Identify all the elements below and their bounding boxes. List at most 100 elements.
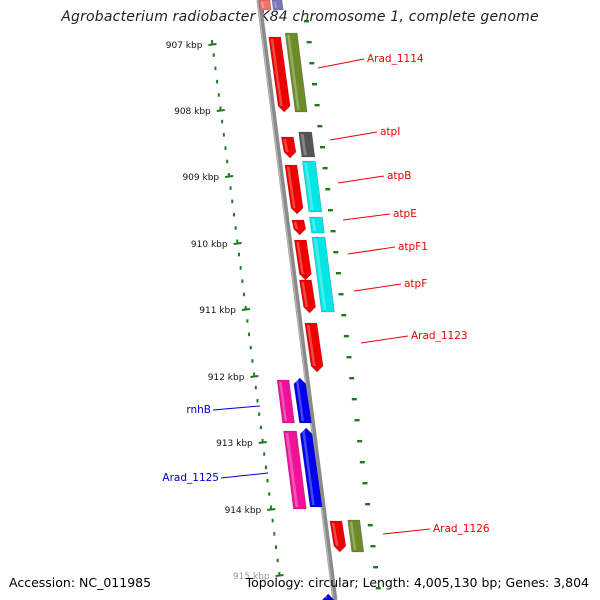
guide-dot — [274, 545, 277, 549]
atpe-gene-highlight — [311, 219, 317, 231]
atpi-gene-highlight — [300, 134, 307, 155]
atpe-cds-shape — [291, 219, 307, 236]
guide-dot — [214, 66, 217, 71]
guide-dot — [212, 53, 215, 57]
arad-1126-cds-highlight — [331, 523, 339, 546]
gene-label-arad-1125: Arad_1125 — [162, 472, 219, 484]
guide-dot — [249, 345, 252, 350]
bottom-blue-partial-shape — [321, 593, 335, 600]
guide-dash — [373, 566, 379, 569]
bottom-blue-partial — [321, 593, 335, 600]
tick-layer: 907 kbp 908 kbp 909 kbp 910 kbp 911 kbp 912 k… — [166, 20, 381, 590]
guide-dash — [325, 188, 331, 191]
map-title: Agrobacterium radiobacter K84 chromosome… — [61, 9, 539, 25]
guide-dot — [222, 133, 225, 137]
atpf1-cds-highlight — [296, 242, 304, 274]
guide-dash — [351, 398, 357, 401]
leader-arad-1123 — [360, 335, 409, 344]
top-blue-partial — [271, 0, 284, 11]
leader-arad-1114 — [317, 58, 365, 69]
atpe-gene — [309, 216, 325, 234]
arad-1126-gene-shape — [347, 519, 365, 553]
guide-dash — [322, 167, 328, 170]
guide-dot — [251, 359, 254, 363]
tick-mark — [208, 43, 217, 46]
guide-dash — [367, 524, 373, 527]
guide-dot — [254, 385, 257, 390]
guide-dot — [253, 372, 256, 376]
atpi-cds — [280, 136, 297, 159]
tick-label: 910 kbp — [191, 240, 228, 250]
guide-dash — [357, 440, 363, 443]
atpi-gene — [298, 131, 316, 158]
arad-1126-cds — [329, 520, 347, 553]
backbone-line — [256, 0, 338, 600]
atpb-gene-highlight — [304, 163, 314, 210]
atpf1-cds-shape — [294, 239, 312, 281]
tick-mark — [250, 375, 259, 378]
guide-dot — [258, 412, 261, 416]
genome-stats-label: Topology: circular; Length: 4,005,130 bp… — [245, 575, 589, 590]
guide-dot — [221, 119, 224, 124]
atpi-cds-highlight — [283, 139, 289, 152]
accession-label: Accession: NC_011985 — [9, 575, 152, 590]
guide-dot — [231, 199, 234, 204]
leader-atpi — [329, 131, 378, 141]
arad-1125-cds-highlight — [302, 430, 315, 505]
guide-dash — [349, 377, 355, 380]
tick-label: 907 kbp — [166, 41, 203, 51]
guide-dot — [219, 106, 222, 110]
guide-dot — [273, 532, 276, 536]
rnhb-cds — [293, 377, 312, 424]
tick-label: 915 kbp — [233, 572, 270, 582]
rnhb-gene-shape — [276, 379, 295, 424]
guide-dash — [330, 230, 336, 233]
arad-1114-gene — [284, 32, 308, 113]
tick-mark — [216, 109, 225, 112]
guide-dash — [338, 293, 344, 296]
guide-dot — [278, 572, 281, 576]
gene-label-arad-1114: Arad_1114 — [367, 53, 424, 65]
arad-1125-gene-shape — [283, 430, 307, 510]
guide-dot — [229, 186, 232, 190]
atpf-gene-highlight — [313, 239, 327, 310]
guide-dot — [241, 279, 244, 283]
atpf-cds — [299, 279, 316, 314]
guide-dash — [319, 146, 325, 149]
leader-rnhb — [212, 405, 261, 411]
arad-1114-cds-highlight — [270, 39, 283, 106]
guide-dash — [314, 104, 320, 107]
guide-dash — [309, 62, 315, 65]
guide-dot — [226, 159, 229, 164]
tick-mark — [275, 574, 284, 577]
rnhb-gene — [276, 379, 295, 424]
arad-1126-gene — [347, 519, 365, 553]
atpb-gene-shape — [302, 160, 323, 213]
atpf1-cds — [294, 239, 312, 281]
guide-dot — [232, 212, 235, 217]
guide-dot — [256, 399, 259, 403]
atpf-cds-highlight — [301, 282, 309, 307]
rnhb-gene-highlight — [279, 382, 288, 421]
arad-1125-gene-highlight — [285, 433, 299, 507]
top-red-partial — [258, 0, 272, 11]
guide-dot — [224, 146, 227, 150]
gene-label-atpe: atpE — [393, 208, 417, 220]
leader-atpb — [337, 175, 385, 184]
tick-mark — [258, 441, 267, 444]
guide-dot — [263, 452, 266, 456]
gene-label-arad-1126: Arad_1126 — [433, 523, 490, 535]
guide-dash — [317, 125, 323, 128]
guide-dot — [211, 40, 214, 44]
guide-dot — [248, 332, 251, 337]
guide-dot — [259, 425, 262, 430]
guide-dot — [217, 93, 220, 97]
arad-1123-cds — [304, 322, 324, 373]
guide-dot — [246, 319, 249, 323]
top-red-partial-shape — [258, 0, 272, 11]
guide-dot — [216, 79, 219, 84]
atpi-cds-shape — [280, 136, 297, 159]
guide-dash — [362, 482, 368, 485]
